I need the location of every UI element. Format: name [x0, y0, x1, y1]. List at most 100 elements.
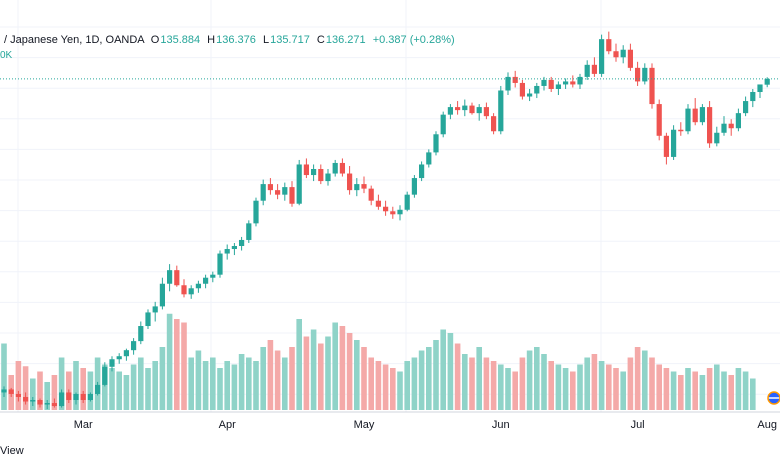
candle — [239, 236, 245, 251]
candle — [627, 43, 633, 71]
candle — [73, 392, 79, 405]
volume-bar — [231, 364, 238, 410]
candle — [347, 165, 353, 195]
candle — [591, 57, 597, 77]
volume-bar — [188, 357, 194, 410]
volume-bar — [138, 357, 144, 410]
candle — [534, 82, 540, 99]
candle — [231, 242, 237, 256]
volume-bar — [404, 361, 410, 410]
volume-bar — [440, 329, 446, 410]
candle — [606, 31, 612, 55]
candle — [433, 131, 439, 156]
candle — [102, 362, 108, 387]
candle — [613, 43, 619, 62]
candle — [699, 104, 705, 126]
volume-bar — [195, 350, 202, 410]
candle — [152, 301, 158, 322]
volume-bar — [123, 375, 130, 410]
volume-bar — [555, 364, 562, 410]
volume-bar — [541, 354, 547, 410]
volume-bar — [526, 350, 533, 410]
candle — [51, 398, 57, 408]
volume-bar — [750, 378, 756, 410]
candle — [491, 113, 497, 135]
time-axis[interactable]: Mar Apr May Jun Jul Aug — [74, 419, 777, 431]
candle — [735, 108, 741, 132]
candle — [426, 149, 432, 168]
volume-bar — [634, 347, 641, 410]
candle — [260, 179, 266, 206]
volume-bar — [426, 347, 432, 410]
volume-bar — [649, 357, 655, 410]
candle — [296, 159, 302, 206]
candle — [584, 60, 590, 80]
candle — [224, 244, 230, 260]
candle — [548, 76, 554, 92]
candle — [109, 356, 115, 372]
volume-bar — [598, 361, 605, 410]
candle — [447, 104, 453, 120]
volume-bar — [534, 347, 540, 410]
volume-bar — [166, 313, 173, 410]
volume-bar — [238, 354, 245, 410]
volume-bar — [339, 326, 346, 410]
x-tick-label: Jun — [492, 419, 510, 431]
volume-bar — [116, 371, 122, 410]
candle — [138, 321, 144, 345]
candle — [375, 194, 381, 210]
candle — [23, 392, 29, 405]
volume-bar — [73, 361, 79, 410]
candle — [253, 197, 259, 227]
volume-bar — [476, 347, 482, 410]
open-value: 135.884 — [160, 34, 201, 46]
candle — [599, 34, 605, 77]
change-value: +0.387 (+0.28%) — [372, 34, 455, 46]
candle — [311, 164, 317, 182]
volume-bar — [498, 364, 504, 410]
x-tick-label: Jul — [631, 419, 645, 431]
volume-bar — [318, 343, 324, 410]
volume-bar — [1, 343, 7, 410]
volume-bar — [145, 368, 151, 410]
volume-bars — [1, 313, 756, 410]
candle — [123, 348, 129, 361]
candle — [203, 274, 209, 289]
candle — [649, 63, 655, 109]
candle — [318, 164, 324, 185]
volume-bar — [274, 350, 281, 410]
volume-bar — [714, 364, 720, 410]
high-label: H — [207, 34, 216, 46]
volume-bar — [246, 357, 252, 410]
candle — [419, 161, 425, 182]
candle — [757, 84, 763, 99]
volume-bar — [382, 364, 389, 410]
candle — [195, 280, 201, 293]
volume-bar — [368, 357, 374, 410]
volume-bar — [447, 333, 454, 410]
volume-bar — [289, 347, 295, 410]
candle — [174, 265, 180, 287]
volume-bar — [678, 375, 684, 410]
volume-bar — [483, 357, 490, 410]
candle — [354, 178, 360, 197]
volume-bar — [519, 357, 526, 410]
volume-bar — [15, 361, 22, 410]
volume-legend: 0K — [0, 50, 13, 61]
footer-view-link[interactable]: View — [0, 445, 24, 457]
volume-bar — [375, 361, 382, 410]
volume-bar — [663, 368, 670, 410]
volume-bar — [354, 340, 360, 410]
volume-bar — [670, 371, 677, 410]
volume-bar — [181, 322, 187, 410]
candle — [570, 75, 576, 88]
ohlc-legend[interactable]: / Japanese Yen, 1D, OANDA O135.884 H136.… — [4, 34, 459, 46]
candle — [383, 200, 389, 216]
candle — [80, 390, 86, 404]
volume-bar — [656, 364, 662, 410]
volume-bar — [390, 368, 396, 410]
candle — [563, 78, 569, 89]
candle — [181, 279, 187, 298]
volume-bar — [346, 333, 353, 410]
